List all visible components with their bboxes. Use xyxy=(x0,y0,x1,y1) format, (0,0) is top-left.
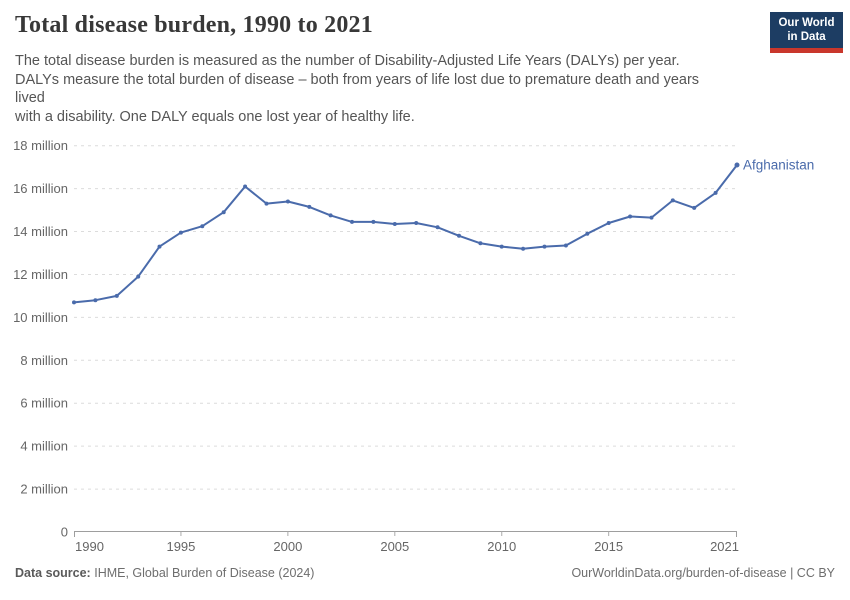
y-tick-label: 0 xyxy=(61,525,68,540)
data-point-end xyxy=(734,162,740,168)
data-point xyxy=(606,221,611,225)
owid-logo[interactable]: Our World in Data xyxy=(770,12,843,53)
data-point xyxy=(521,246,526,251)
data-point xyxy=(136,274,141,279)
data-point xyxy=(585,231,590,236)
data-point xyxy=(178,230,183,235)
subtitle-line: DALYs measure the total burden of diseas… xyxy=(15,71,700,88)
data-point xyxy=(457,233,461,238)
data-point xyxy=(713,190,718,195)
subtitle-line: The total disease burden is measured as … xyxy=(15,53,680,69)
data-point xyxy=(243,184,248,189)
data-point xyxy=(670,198,675,203)
owid-logo-line1: Our World xyxy=(778,17,835,29)
x-tick-label: 2000 xyxy=(273,539,302,554)
series-end-label: Afghanistan xyxy=(743,158,814,173)
data-point xyxy=(371,219,376,224)
data-point xyxy=(563,243,568,248)
data-point xyxy=(435,225,440,230)
y-tick-label: 16 million xyxy=(13,181,68,196)
data-point xyxy=(307,204,312,209)
x-tick-label: 1995 xyxy=(166,539,195,554)
data-point xyxy=(692,205,697,210)
data-source-text: IHME, Global Burden of Disease (2024) xyxy=(94,566,315,580)
subtitle-line: with a disability. One DALY equals one l… xyxy=(15,108,415,125)
chart-subtitle: The total disease burden is measured as … xyxy=(15,52,755,126)
y-gridlines xyxy=(74,145,737,490)
data-point xyxy=(200,224,205,229)
data-point xyxy=(478,241,483,246)
data-point xyxy=(649,215,654,220)
page-title: Total disease burden, 1990 to 2021 xyxy=(15,12,373,38)
data-point xyxy=(328,213,333,218)
x-axis xyxy=(74,531,737,537)
credit-link[interactable]: OurWorldinData.org/burden-of-disease | C… xyxy=(571,566,835,580)
data-point xyxy=(392,222,397,226)
x-tick-label: 2021 xyxy=(710,539,739,554)
y-tick-labels: 0 2 million 4 million 6 million 8 million 10 … xyxy=(13,138,68,539)
data-point xyxy=(499,244,504,249)
y-tick-label: 18 million xyxy=(13,138,68,153)
data-point xyxy=(157,244,162,249)
x-tick-labels: 1990 1995 2000 2005 2010 2015 2021 xyxy=(75,539,739,554)
x-tick-label: 2005 xyxy=(380,539,409,554)
data-point xyxy=(264,201,269,206)
subtitle-line: lived xyxy=(15,90,45,106)
x-tick-label: 2010 xyxy=(487,539,516,554)
data-point xyxy=(414,221,419,225)
y-tick-label: 10 million xyxy=(13,310,68,325)
owid-logo-line2: in Data xyxy=(787,31,826,43)
y-tick-label: 12 million xyxy=(13,267,68,282)
data-line[interactable] xyxy=(73,164,738,304)
data-point xyxy=(285,199,290,204)
data-point xyxy=(542,244,547,249)
y-tick-label: 6 million xyxy=(20,396,68,411)
y-tick-label: 4 million xyxy=(20,439,68,454)
data-source-label: Data source: xyxy=(15,566,91,580)
y-tick-label: 14 million xyxy=(13,224,68,239)
x-tick-label: 2015 xyxy=(594,539,623,554)
data-source: Data source: IHME, Global Burden of Dise… xyxy=(15,566,314,580)
data-point xyxy=(350,219,354,224)
data-point xyxy=(221,210,226,215)
y-tick-label: 2 million xyxy=(20,482,68,497)
y-tick-label: 8 million xyxy=(20,353,68,368)
data-point xyxy=(628,214,633,219)
data-point xyxy=(114,293,119,298)
data-point xyxy=(93,298,98,303)
data-point xyxy=(72,300,76,305)
data-points[interactable] xyxy=(72,162,740,305)
x-tick-label: 1990 xyxy=(75,539,104,554)
chart-footer: Data source: IHME, Global Burden of Dise… xyxy=(15,566,835,580)
